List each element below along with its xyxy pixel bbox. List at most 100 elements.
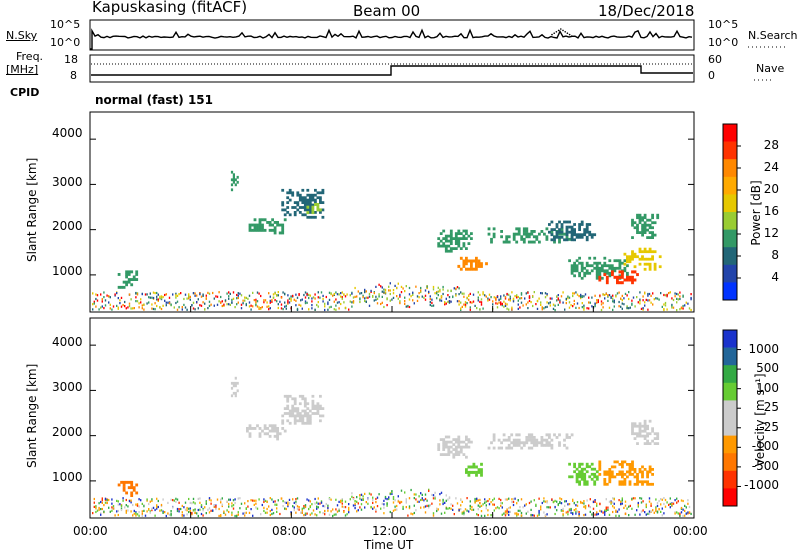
- data-cell: [580, 261, 584, 265]
- ground-cell: [349, 300, 351, 303]
- ground-cell: [370, 289, 372, 292]
- ground-cell: [202, 509, 204, 512]
- ground-cell: [682, 499, 684, 503]
- ground-cell: [612, 510, 614, 514]
- data-cell: [232, 180, 235, 184]
- ground-cell: [428, 506, 430, 509]
- data-cell: [301, 409, 305, 413]
- mode-label: normal (fast) 151: [95, 93, 213, 107]
- ground-cell: [664, 301, 667, 305]
- ground-cell: [117, 500, 119, 503]
- data-cell: [583, 467, 587, 471]
- ground-cell: [567, 297, 569, 300]
- ground-cell: [645, 298, 647, 301]
- nave-tick-bottom: 0: [708, 69, 715, 82]
- data-cell: [646, 250, 649, 254]
- ground-cell: [148, 296, 150, 299]
- data-cell: [278, 231, 282, 235]
- data-cell: [631, 429, 634, 433]
- ground-cell: [357, 290, 359, 293]
- data-cell: [631, 432, 634, 436]
- data-cell: [621, 470, 624, 474]
- ground-cell: [554, 309, 556, 312]
- ground-cell: [311, 297, 313, 300]
- freq-tick-bottom: 8: [70, 69, 77, 82]
- ground-cell: [256, 291, 259, 294]
- ground-cell: [474, 499, 476, 502]
- ground-cell: [581, 302, 583, 305]
- data-cell: [500, 230, 503, 233]
- data-cell: [288, 409, 292, 413]
- ground-cell: [266, 511, 268, 514]
- ground-cell: [128, 293, 131, 296]
- ground-cell: [680, 499, 683, 502]
- data-cell: [527, 240, 531, 244]
- data-cell: [439, 438, 443, 441]
- ground-cell: [431, 493, 433, 496]
- ground-cell: [397, 282, 399, 285]
- data-cell: [573, 233, 576, 237]
- ground-cell: [128, 305, 131, 308]
- ground-cell: [237, 294, 239, 297]
- ground-cell: [613, 502, 615, 505]
- ground-cell: [536, 514, 539, 517]
- ground-cell: [424, 497, 427, 501]
- data-cell: [283, 429, 287, 433]
- data-cell: [467, 445, 471, 449]
- data-cell: [631, 270, 634, 274]
- data-cell: [575, 235, 579, 239]
- ground-cell: [96, 509, 99, 512]
- ground-cell: [508, 507, 510, 510]
- ground-cell: [447, 289, 449, 292]
- data-cell: [248, 432, 252, 436]
- ground-cell: [559, 497, 561, 500]
- ground-cell: [639, 513, 641, 516]
- ground-cell: [92, 292, 94, 295]
- ground-cell: [663, 303, 665, 306]
- data-cell: [651, 231, 654, 234]
- data-cell: [540, 438, 544, 442]
- freq-tick-top: 18: [64, 53, 78, 66]
- ground-cell: [648, 510, 651, 513]
- data-cell: [298, 211, 302, 214]
- data-cell: [288, 213, 292, 217]
- ground-cell: [228, 295, 230, 298]
- data-cell: [643, 231, 647, 234]
- ground-cell: [663, 308, 665, 312]
- ground-cell: [621, 499, 623, 502]
- ground-cell: [544, 296, 547, 299]
- ground-cell: [338, 509, 340, 512]
- data-cell: [462, 264, 466, 268]
- ground-cell: [300, 511, 302, 514]
- ground-cell: [194, 308, 196, 311]
- ground-cell: [114, 514, 116, 517]
- data-cell: [563, 232, 566, 236]
- ground-cell: [610, 502, 612, 505]
- data-cell: [603, 269, 607, 273]
- ground-cell: [429, 298, 431, 301]
- ground-cell: [432, 494, 435, 497]
- data-cell: [437, 448, 441, 451]
- ground-cell: [640, 497, 643, 500]
- data-cell: [638, 432, 642, 436]
- ground-cell: [285, 507, 287, 511]
- ground-cell: [530, 301, 532, 304]
- ground-cell: [472, 508, 475, 511]
- ground-cell: [679, 512, 681, 515]
- ground-cell: [261, 503, 263, 507]
- data-cell: [301, 397, 305, 401]
- ground-cell: [458, 293, 460, 296]
- data-cell: [575, 477, 579, 481]
- data-cell: [565, 220, 569, 224]
- ground-cell: [442, 285, 444, 289]
- ground-cell: [178, 306, 180, 309]
- data-cell: [578, 482, 581, 486]
- data-cell: [253, 226, 257, 230]
- data-cell: [512, 438, 516, 442]
- ground-cell: [653, 298, 655, 301]
- ground-cell: [296, 505, 299, 508]
- data-cell: [643, 250, 647, 254]
- data-cell: [646, 228, 649, 232]
- data-cell: [631, 218, 634, 222]
- ground-cell: [581, 306, 583, 309]
